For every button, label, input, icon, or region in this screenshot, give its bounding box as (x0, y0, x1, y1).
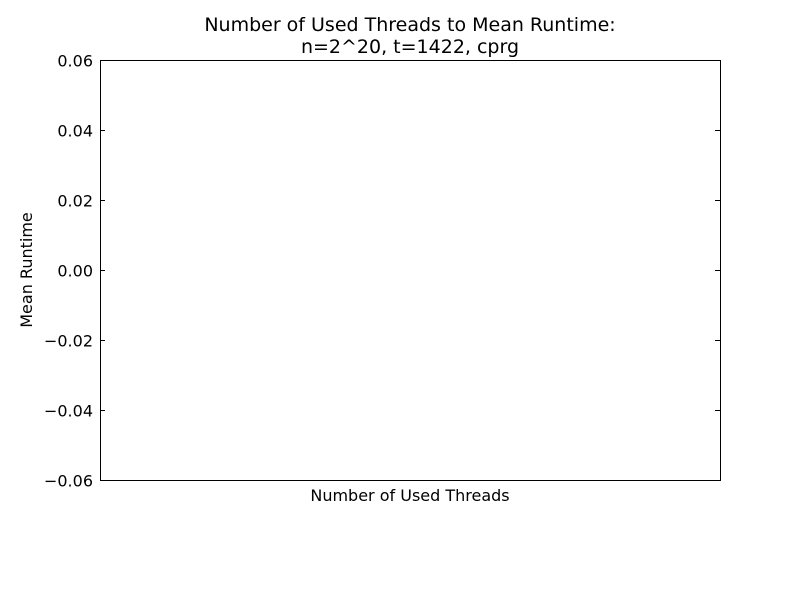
y-tick-label: 0.06 (57, 52, 93, 71)
y-tick-label: 0.04 (57, 122, 93, 141)
y-tick-label: −0.04 (44, 402, 93, 421)
x-axis-label: Number of Used Threads (310, 486, 509, 505)
chart-title: Number of Used Threads to Mean Runtime:n… (204, 14, 615, 58)
chart-title-line-1: Number of Used Threads to Mean Runtime: (204, 14, 615, 36)
y-tick-label: −0.02 (44, 332, 93, 351)
y-axis-label: Mean Runtime (17, 212, 36, 328)
y-tick-label: 0.02 (57, 192, 93, 211)
y-axis-ticks: −0.06 −0.04 −0.02 0.00 0.02 0.04 0.06 (44, 52, 720, 491)
y-tick-label: −0.06 (44, 472, 93, 491)
y-tick-label: 0.00 (57, 262, 93, 281)
plot-area (100, 60, 721, 481)
chart-title-line-2: n=2^20, t=1422, cprg (301, 36, 519, 58)
